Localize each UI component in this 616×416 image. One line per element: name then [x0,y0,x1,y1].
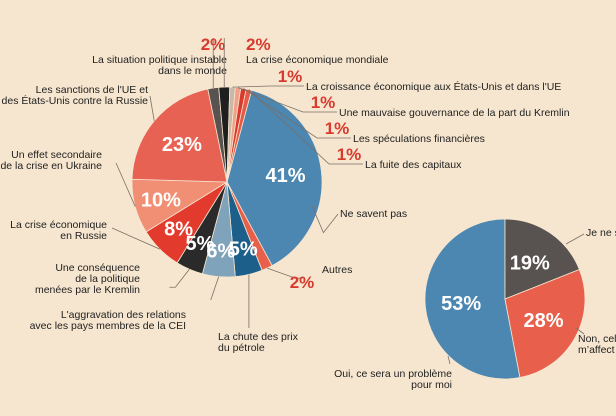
pie1-leader-13 [248,89,363,165]
pie1-label-2: La chute des prix du pétrole [218,331,299,354]
pie2-slice-1 [504,269,586,379]
pie1-value-5: 8% [164,219,193,241]
pie1-leader-12 [243,88,351,139]
pie1-value-3: 6% [206,240,235,262]
pie1-value-8: 2% [201,35,226,54]
pie1-label-6: Un effet secondaire de la crise en Ukrain… [0,149,102,172]
pie1-leader-4 [169,268,190,288]
pie1-label-3: L'aggravation des relations avec les pays… [30,309,186,332]
pie1-value-1: 2% [290,273,315,292]
pie2-slice-0 [424,218,521,380]
pie2-label-0: Oui, ce sera un problème pour moi [334,368,452,391]
pie2-slice-2 [504,218,580,300]
pie1-label-13: La fuite des capitaux [365,159,462,171]
pie1-value-10: 1% [278,67,303,86]
pie1-leader-0 [311,204,339,234]
pie1-leader-6 [115,162,136,207]
pie1-leader-3 [210,276,220,301]
pie1-label-7: Les sanctions de l'UE et des États-Unis c… [2,84,149,107]
pie1-label-12: Les spéculations financières [353,133,485,145]
pie1-leader-1 [267,267,304,279]
pie1-label-1: Autres [322,264,352,276]
pie1-value-12: 1% [325,119,350,138]
pie1-leader-7 [149,95,155,122]
pie1-value-9: 2% [246,35,271,54]
pie1-value-4: 5% [185,233,214,255]
pie2-leader-1 [575,327,585,335]
pie1-label-8: La situation politique instable dans le m… [92,54,227,77]
pie2-leader-0 [447,355,451,365]
pie1-label-11: Une mauvaise gouvernance de la part du K… [339,107,570,119]
pie2-label-1: Non, celam’affect [578,333,616,356]
pie1-leader-11 [237,87,337,113]
pie1-value-6: 10% [141,190,181,212]
pie1-leader-5 [111,227,160,250]
pie1-value-7: 23% [162,134,202,156]
pie1-label-5: La crise économique en Russie [10,219,107,242]
pie2-value-2: 19% [510,253,550,275]
pie2-value-1: 28% [524,310,564,332]
pie2-label-2: Je ne s [586,227,616,239]
pie1-value-13: 1% [337,145,362,164]
pie1-slice-0 [226,89,323,267]
pie1-leader-10 [232,85,304,88]
pie2-leader-2 [565,233,585,245]
pie1-label-9: La crise économique mondiale [246,54,389,66]
pie1-value-0: 41% [265,165,305,187]
pie1-value-2: 5% [229,239,258,261]
pie1-label-4: Une conséquence de la politique menées par… [35,262,140,296]
pie1-label-0: Ne savent pas [340,208,407,220]
pie1-label-10: La croissance économique aux États-Unis … [306,80,561,93]
pie1-value-11: 1% [311,93,336,112]
pie2-value-0: 53% [441,293,481,315]
